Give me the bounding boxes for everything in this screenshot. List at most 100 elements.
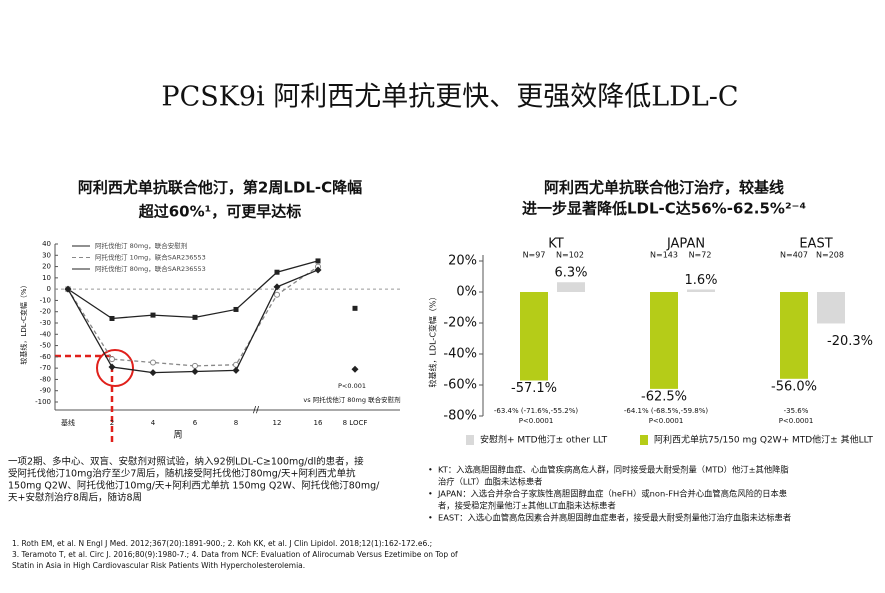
n-label: N=407 xyxy=(780,251,808,260)
group-label: EAST xyxy=(799,237,832,252)
annotation: P<0.0001 xyxy=(779,417,814,425)
highlight-circle xyxy=(96,349,134,387)
marker xyxy=(108,363,116,371)
y-tick-label: -40% xyxy=(443,347,477,362)
legend-label: 安慰剂+ MTD他汀± other LLT xyxy=(480,434,608,446)
series-line xyxy=(67,269,319,374)
chart-title: 阿利西尤单抗联合他汀，第2周LDL-C降幅 xyxy=(78,179,362,197)
bar xyxy=(520,292,548,381)
n-label: N=208 xyxy=(816,251,844,260)
marker xyxy=(232,366,240,374)
description: 一项2期、多中心、双盲、安慰剂对照试验，纳入92例LDL-C≥100mg/dl的… xyxy=(8,456,364,468)
chart-title: 阿利西尤单抗联合他汀治疗，较基线 xyxy=(544,179,784,197)
marker xyxy=(352,305,358,311)
marker xyxy=(351,365,359,373)
y-axis-title: 较基线，LDL-C变幅（%） xyxy=(19,281,28,364)
y-tick-label: -20% xyxy=(443,316,477,331)
bar xyxy=(687,289,715,292)
y-tick-label: -80% xyxy=(443,409,477,424)
value-label: 6.3% xyxy=(554,266,587,281)
reference: Statin in Asia in High Cardiovascular Ri… xyxy=(12,561,305,570)
x-tick-label: 8 xyxy=(234,419,238,427)
annotation: -63.4% (-71.6%,-55.2%) xyxy=(494,407,578,415)
value-label: -57.1% xyxy=(511,381,557,396)
bullet: • xyxy=(428,490,433,499)
n-label: N=102 xyxy=(556,251,584,260)
y-tick-label: 20 xyxy=(42,263,51,271)
annotation: P<0.0001 xyxy=(649,417,684,425)
y-tick-label: -100 xyxy=(35,398,51,406)
bullet-text: 者，接受稳定剂量他汀±其他LLT血脂未达标患者 xyxy=(438,501,616,511)
marker xyxy=(233,306,239,312)
bullet: • xyxy=(428,466,433,475)
y-tick-label: -90 xyxy=(40,387,51,395)
marker xyxy=(191,368,199,376)
axis-break: // xyxy=(253,406,260,416)
legend-swatch xyxy=(466,435,474,445)
y-tick-label: -70 xyxy=(40,364,51,372)
marker xyxy=(192,362,198,369)
x-tick-label: 4 xyxy=(151,419,156,427)
x-tick-label: 8 LOCF xyxy=(343,419,368,427)
chart-title: 进一步显著降低LDL-C达56%-62.5%²⁻⁴ xyxy=(522,200,806,218)
value-label: 1.6% xyxy=(684,273,717,288)
bar xyxy=(650,292,678,389)
x-tick-label: 2 xyxy=(110,419,114,427)
y-tick-label: -50 xyxy=(40,342,51,350)
bar xyxy=(557,282,585,292)
description: 150mg Q2W、阿托伐他汀10mg/天+阿利西尤单抗 150mg Q2W、阿… xyxy=(8,480,380,492)
y-tick-label: 40 xyxy=(42,240,51,248)
annotation: -35.6% xyxy=(784,407,809,415)
description: 天+安慰剂治疗8周后，随访8周 xyxy=(8,492,142,504)
annotation: -64.1% (-68.5%,-59.8%) xyxy=(624,407,708,415)
chart-title: 超过60%¹，可更早达标 xyxy=(138,203,301,221)
marker xyxy=(314,266,322,274)
reference: 3. Teramoto T, et al. Circ J. 2016;80(9)… xyxy=(12,550,458,559)
legend-swatch xyxy=(640,435,648,445)
bullet-text: 治疗（LLT）血脂未达标患者 xyxy=(438,477,542,487)
description: 受阿托伐他汀10mg治疗至少7周后，随机接受阿托伐他汀80mg/天+阿利西尤单抗 xyxy=(8,468,356,480)
x-tick-label: 基线 xyxy=(61,418,75,427)
marker xyxy=(273,283,281,291)
annotation: P<0.0001 xyxy=(519,417,554,425)
y-tick-label: 30 xyxy=(42,251,51,259)
value-label: -62.5% xyxy=(641,389,687,404)
marker xyxy=(315,258,321,264)
x-tick-label: 6 xyxy=(193,419,198,427)
y-tick-label: 10 xyxy=(42,274,51,282)
marker xyxy=(150,359,156,366)
y-axis-title: 较基线，LDL-C变幅（%） xyxy=(428,292,438,387)
annotation: vs 阿托伐他汀 80mg 联合安慰剂 xyxy=(303,395,400,404)
n-label: N=72 xyxy=(689,251,712,260)
y-tick-label: 0 xyxy=(47,285,51,293)
marker xyxy=(192,314,198,320)
group-label: JAPAN xyxy=(666,237,705,252)
x-axis-title: 周 xyxy=(173,430,182,441)
y-tick-label: 20% xyxy=(448,254,477,269)
bullet: • xyxy=(428,514,433,523)
y-tick-label: 0% xyxy=(456,285,477,300)
y-tick-label: -40 xyxy=(40,330,51,338)
x-tick-label: 12 xyxy=(273,419,282,427)
bar xyxy=(780,292,808,379)
marker xyxy=(109,356,115,363)
legend-label: 阿托伐他汀 80mg，联合安慰剂 xyxy=(95,241,187,250)
bullet-text: EAST：入选心血管高危因素合并高胆固醇血症患者，接受最大耐受剂量他汀治疗血脂未… xyxy=(438,513,791,523)
bar xyxy=(817,292,845,324)
y-tick-label: -30 xyxy=(40,319,51,327)
marker xyxy=(64,285,72,293)
y-tick-label: -20 xyxy=(40,308,51,316)
marker xyxy=(149,369,157,377)
marker xyxy=(274,269,280,275)
legend-label: 阿托伐他汀 10mg，联合SAR236553 xyxy=(95,253,206,262)
y-tick-label: -60% xyxy=(443,378,477,393)
y-tick-label: -60 xyxy=(40,353,51,361)
x-tick-label: 16 xyxy=(314,419,323,427)
n-label: N=97 xyxy=(523,251,546,260)
y-tick-label: -10 xyxy=(40,296,51,304)
group-label: KT xyxy=(548,237,564,252)
bullet-text: JAPAN：入选合并杂合子家族性高胆固醇血症（heFH）或non-FH合并心血管… xyxy=(437,489,787,499)
marker xyxy=(150,312,156,318)
n-label: N=143 xyxy=(650,251,678,260)
